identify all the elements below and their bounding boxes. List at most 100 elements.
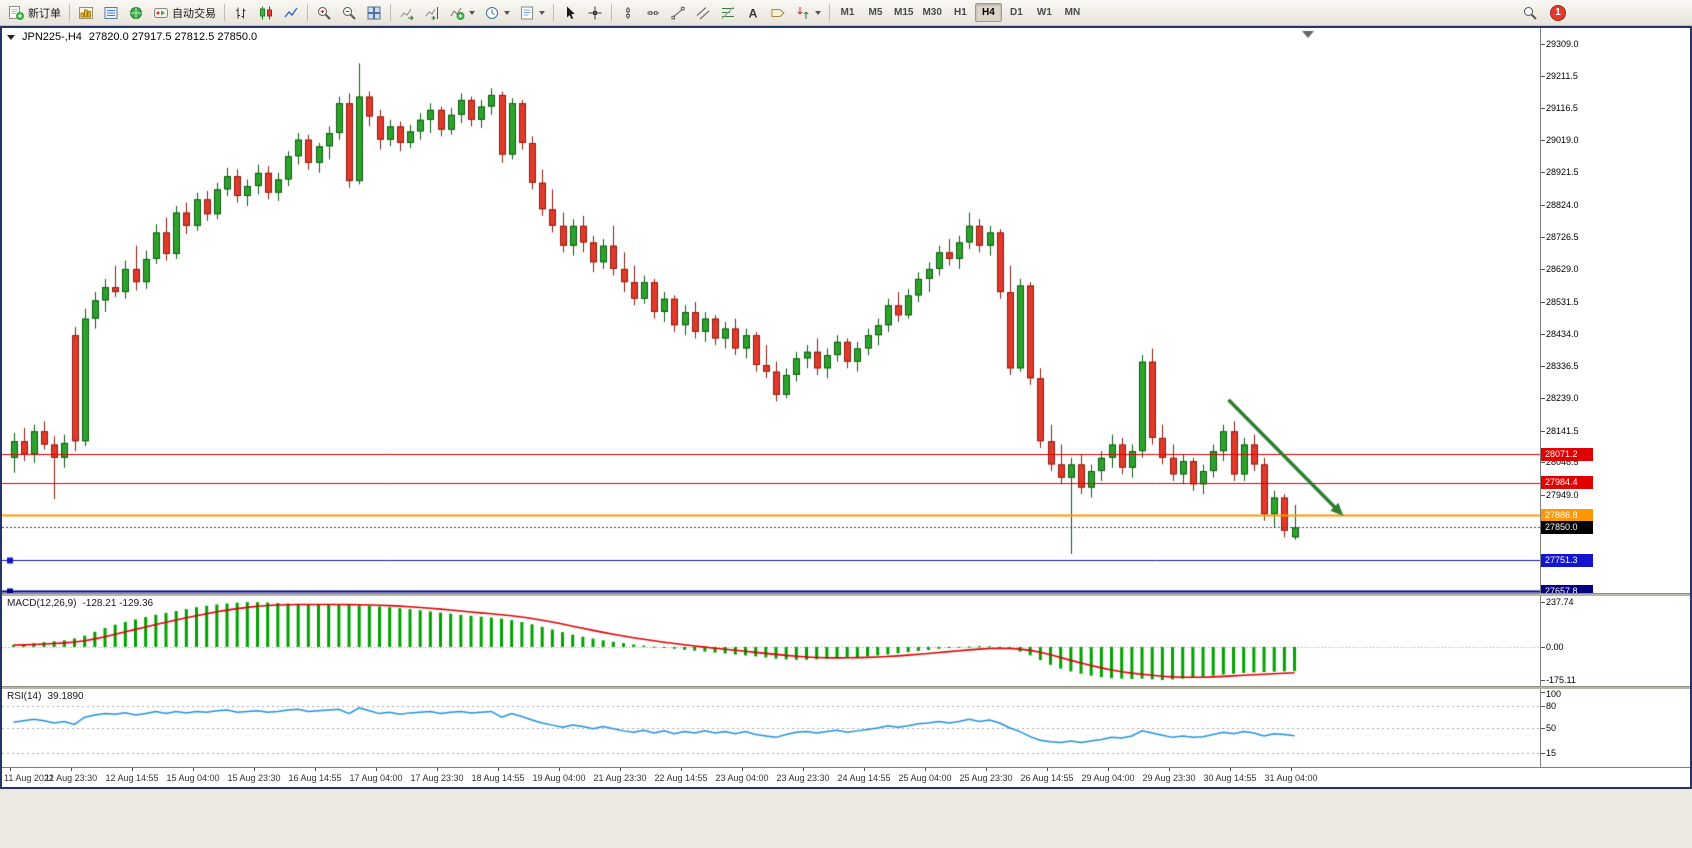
time-axis-tick — [498, 768, 499, 771]
text-button[interactable]: A — [741, 2, 765, 23]
ohlc-bars-icon — [233, 5, 249, 21]
macd-scale-label: 237.74 — [1546, 597, 1574, 607]
timeframe-d1-button[interactable]: D1 — [1003, 3, 1030, 22]
price-scale-tick — [1541, 398, 1545, 399]
bar-chart-type-button[interactable] — [229, 2, 253, 23]
rsi-name: RSI(14) — [7, 691, 41, 702]
timeframe-m15-button[interactable]: M15 — [890, 3, 917, 22]
arrows-button[interactable] — [791, 2, 825, 23]
timeframe-m1-button[interactable]: M1 — [834, 3, 861, 22]
new-order-button[interactable]: 新订单 — [4, 2, 65, 23]
rsi-scale-label: 15 — [1546, 748, 1556, 758]
macd-scale-label: 0.00 — [1546, 642, 1564, 652]
search-button[interactable] — [1518, 2, 1542, 23]
crosshair-button[interactable] — [583, 2, 607, 23]
rsi-canvas[interactable] — [2, 689, 1540, 767]
toolbar-separator — [553, 4, 554, 21]
timeframe-w1-button[interactable]: W1 — [1031, 3, 1058, 22]
price-scale-tick — [1541, 76, 1545, 77]
chevron-down-icon — [815, 11, 821, 15]
template-icon — [519, 5, 535, 21]
text-label-icon — [770, 5, 786, 21]
price-scale-tick — [1541, 237, 1545, 238]
timeframe-h1-button[interactable]: H1 — [947, 3, 974, 22]
text-label-button[interactable] — [766, 2, 790, 23]
chart-shift-button[interactable] — [420, 2, 444, 23]
price-scale-label: 29116.5 — [1546, 103, 1578, 113]
rsi-label: RSI(14) 39.1890 — [7, 691, 84, 702]
auto-scroll-button[interactable] — [395, 2, 419, 23]
price-scale-tick — [1541, 269, 1545, 270]
rsi-scale-tick — [1541, 706, 1545, 707]
templates-button[interactable] — [515, 2, 549, 23]
timeframe-m30-button[interactable]: M30 — [918, 3, 945, 22]
auto-trading-icon — [153, 5, 169, 21]
tile-windows-icon — [366, 5, 382, 21]
price-scale-label: 28629.0 — [1546, 264, 1579, 274]
price-scale-label: 29019.0 — [1546, 135, 1579, 145]
cursor-icon — [562, 5, 578, 21]
time-axis-tick — [681, 768, 682, 771]
time-axis-tick — [620, 768, 621, 771]
timeframe-mn-button[interactable]: MN — [1059, 3, 1086, 22]
rsi-panel: RSI(14) 39.1890 — [2, 689, 1540, 767]
trendline-button[interactable] — [666, 2, 690, 23]
current-price-tag: 27850.0 — [1541, 521, 1593, 534]
one-click-trading-icon[interactable] — [7, 35, 15, 40]
zoom-out-button[interactable] — [337, 2, 361, 23]
time-axis[interactable]: 11 Aug 202211 Aug 23:3012 Aug 14:5515 Au… — [2, 767, 1690, 787]
price-scale-tick — [1541, 44, 1545, 45]
macd-scale-tick — [1541, 602, 1545, 603]
price-scale-label: 28726.5 — [1546, 232, 1579, 242]
macd-canvas[interactable] — [2, 596, 1540, 686]
macd-panel: MACD(12,26,9) -128.21 -129.36 — [2, 596, 1540, 686]
candlestick-type-button[interactable] — [254, 2, 278, 23]
timeframe-h4-button[interactable]: H4 — [975, 3, 1002, 22]
periods-button[interactable] — [480, 2, 514, 23]
main-chart-canvas[interactable] — [2, 28, 1540, 593]
auto-trading-label: 自动交易 — [172, 5, 216, 21]
line-chart-type-button[interactable] — [279, 2, 303, 23]
macd-scale[interactable]: 237.74 0.00 -175.11 — [1540, 596, 1690, 686]
vertical-line-button[interactable] — [616, 2, 640, 23]
cursor-button[interactable] — [558, 2, 582, 23]
time-axis-tick — [1108, 768, 1109, 771]
crosshair-icon — [587, 5, 603, 21]
fibonacci-button[interactable] — [716, 2, 740, 23]
time-axis-label: 23 Aug 23:30 — [776, 773, 829, 783]
symbol-period-label: JPN225-,H4 — [22, 31, 82, 43]
chart-shift-icon — [424, 5, 440, 21]
indicators-button[interactable] — [445, 2, 479, 23]
rsi-scale[interactable]: 100805015 — [1540, 689, 1690, 767]
channel-button[interactable] — [691, 2, 715, 23]
price-scale-label: 28141.5 — [1546, 426, 1579, 436]
profiles-button[interactable] — [74, 2, 98, 23]
price-scale-label: 28921.5 — [1546, 167, 1579, 177]
time-axis-tick — [10, 768, 11, 771]
auto-scroll-icon — [399, 5, 415, 21]
macd-scale-tick — [1541, 647, 1545, 648]
horizontal-line-button[interactable] — [641, 2, 665, 23]
navigator-button[interactable] — [124, 2, 148, 23]
new-order-icon — [8, 5, 25, 21]
tile-windows-button[interactable] — [362, 2, 386, 23]
auto-trading-button[interactable]: 自动交易 — [149, 2, 220, 23]
macd-scale-label: -175.11 — [1546, 675, 1576, 685]
price-scale-label: 28336.5 — [1546, 361, 1579, 371]
time-axis-label: 25 Aug 23:30 — [960, 773, 1013, 783]
timeframe-m5-button[interactable]: M5 — [862, 3, 889, 22]
toolbar-separator — [829, 4, 830, 21]
notification-badge[interactable]: 1 — [1550, 5, 1566, 21]
zoom-in-button[interactable] — [312, 2, 336, 23]
fibonacci-icon — [720, 5, 736, 21]
price-scale[interactable]: 29309.029211.529116.529019.028921.528824… — [1540, 28, 1690, 593]
time-axis-label: 11 Aug 23:30 — [45, 773, 97, 783]
search-icon — [1522, 5, 1538, 21]
price-scale-tick — [1541, 302, 1545, 303]
time-axis-tick — [193, 768, 194, 771]
main-toolbar: 新订单 自动交易 — [0, 0, 1692, 26]
time-axis-label: 24 Aug 14:55 — [837, 773, 890, 783]
toolbar-separator — [611, 4, 612, 21]
market-watch-button[interactable] — [99, 2, 123, 23]
chart-title: JPN225-,H4 27820.0 27917.5 27812.5 27850… — [7, 31, 257, 43]
